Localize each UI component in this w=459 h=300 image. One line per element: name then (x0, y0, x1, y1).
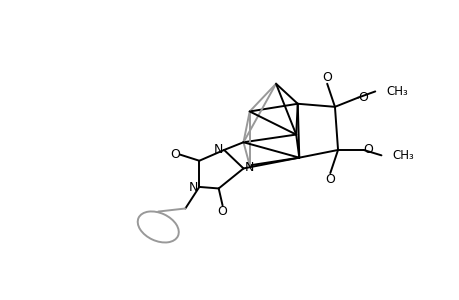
Text: O: O (170, 148, 179, 161)
Text: O: O (363, 143, 373, 157)
Text: O: O (322, 71, 331, 84)
Text: O: O (358, 91, 367, 104)
Text: N: N (213, 143, 223, 156)
Text: CH₃: CH₃ (392, 149, 413, 162)
Text: O: O (325, 173, 335, 186)
Text: N: N (244, 161, 253, 174)
Text: O: O (217, 206, 227, 218)
Text: N: N (189, 181, 198, 194)
Text: CH₃: CH₃ (385, 85, 407, 98)
